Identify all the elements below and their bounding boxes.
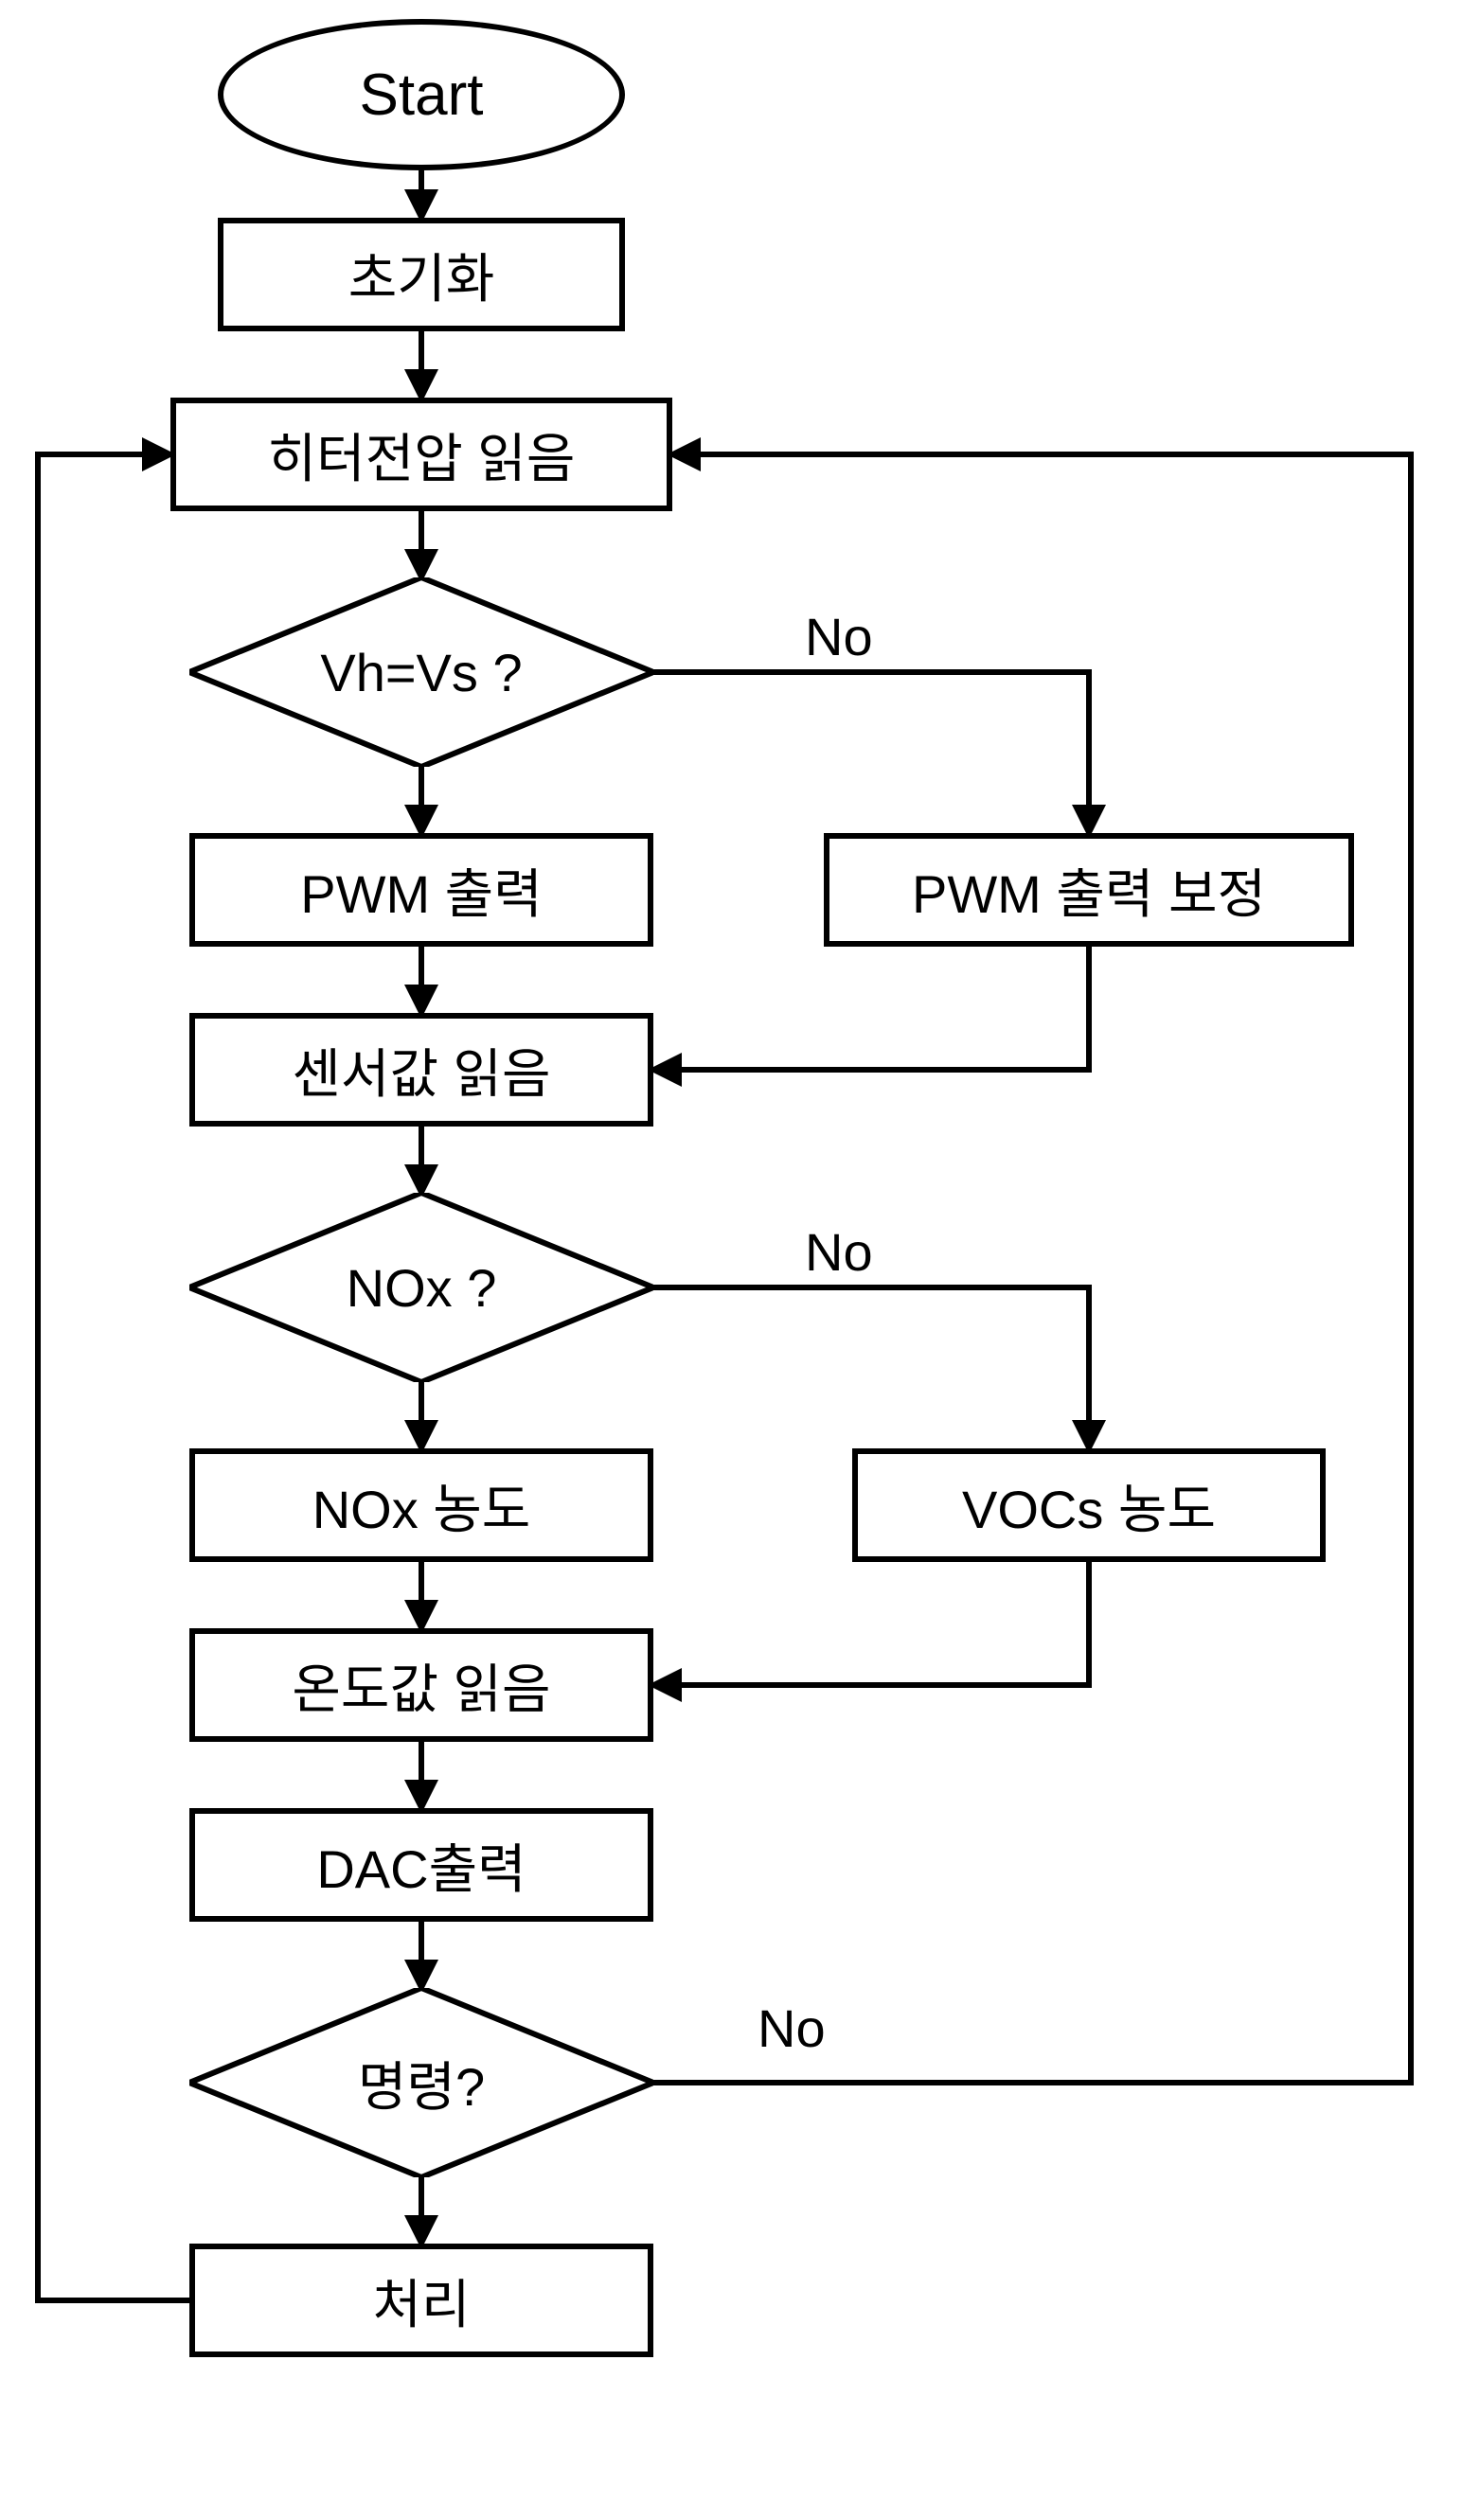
node-label-dac_out: DAC출력	[316, 1827, 526, 1904]
node-label-init: 초기화	[348, 237, 495, 313]
edge-nox_q-to-vocs_conc	[653, 1287, 1089, 1448]
node-cmd_q: 명령?	[189, 1988, 653, 2177]
edge-label-cmd_no: No	[758, 1997, 826, 2059]
edge-label-nox_no: No	[805, 1221, 873, 1283]
edge-handle-to-read_heater	[38, 454, 189, 2300]
edge-label-vhvs_no: No	[805, 606, 873, 667]
node-start: Start	[218, 19, 625, 170]
node-vhvs: Vh=Vs ?	[189, 577, 653, 767]
node-handle: 처리	[189, 2244, 653, 2357]
node-read_heater: 히터전압 읽음	[170, 398, 672, 511]
node-nox_conc: NOx 농도	[189, 1448, 653, 1562]
node-vocs_conc: VOCs 농도	[852, 1448, 1326, 1562]
node-label-read_temp: 온도값 읽음	[292, 1647, 550, 1724]
node-label-read_heater: 히터전압 읽음	[268, 417, 576, 493]
node-pwm_out: PWM 출력	[189, 833, 653, 947]
edge-cmd_q-to-read_heater	[653, 454, 1411, 2083]
node-label-handle: 처리	[372, 2263, 470, 2339]
node-read_sensor: 센서값 읽음	[189, 1013, 653, 1127]
edge-vocs_conc-to-read_temp	[653, 1562, 1089, 1685]
edge-vhvs-to-pwm_corr	[653, 672, 1089, 833]
node-pwm_corr: PWM 출력 보정	[824, 833, 1354, 947]
node-label-pwm_out: PWM 출력	[300, 852, 542, 929]
node-label-start: Start	[360, 62, 484, 129]
flowchart-canvas: Start 초기화히터전압 읽음 Vh=Vs ? PWM 출력 PWM 출력 보정센서값…	[0, 0, 1462, 2520]
node-nox_q: NOx ?	[189, 1193, 653, 1382]
node-label-cmd_q: 명령?	[358, 2045, 485, 2121]
node-label-read_sensor: 센서값 읽음	[292, 1032, 550, 1109]
node-dac_out: DAC출력	[189, 1808, 653, 1922]
node-read_temp: 온도값 읽음	[189, 1628, 653, 1742]
node-label-nox_q: NOx ?	[347, 1257, 497, 1319]
node-label-vocs_conc: VOCs 농도	[962, 1467, 1216, 1544]
node-label-nox_conc: NOx 농도	[312, 1467, 531, 1544]
edge-pwm_corr-to-read_sensor	[653, 947, 1089, 1070]
node-init: 초기화	[218, 218, 625, 331]
node-label-pwm_corr: PWM 출력 보정	[912, 852, 1266, 929]
node-label-vhvs: Vh=Vs ?	[320, 642, 522, 703]
